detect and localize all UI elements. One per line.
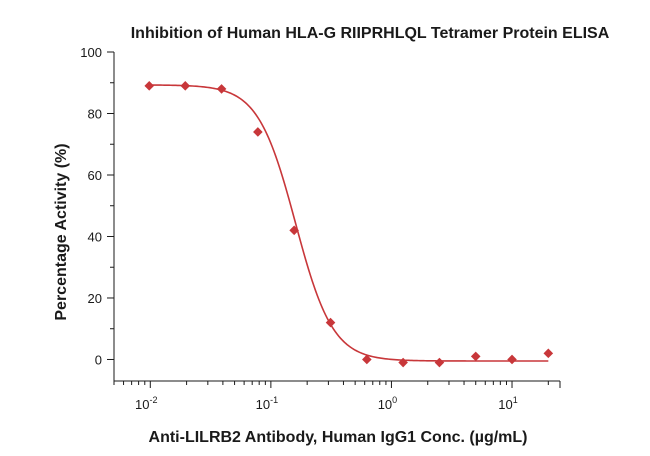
data-point [543,348,554,359]
y-tick-label: 80 [88,106,102,121]
data-point [507,354,517,365]
x-tick-label: 10-1 [256,395,278,412]
fit-curve-layer [149,84,549,362]
data-point [362,354,372,365]
data-point [216,84,227,94]
axes: 0 20 40 60 80 100 10-2 10-1 100 101 [80,45,561,412]
data-point [289,225,299,236]
x-tick-label: 101 [498,395,517,412]
data-point [398,357,408,368]
fit-curve [149,84,549,362]
data-points [144,81,554,368]
data-point [253,127,263,137]
y-tick-label: 100 [80,45,102,60]
data-point [180,81,191,91]
data-point [144,81,155,91]
data-point [325,317,336,328]
y-tick-label: 0 [95,352,102,367]
x-axis-label: Anti-LILRB2 Antibody, Human IgG1 Conc. (… [149,429,528,446]
chart-title: Inhibition of Human HLA-G RIIPRHLQL Tetr… [131,25,610,42]
y-tick-label: 20 [88,291,102,306]
x-tick-label: 100 [378,395,397,412]
data-point [470,351,481,362]
data-point [434,357,445,368]
y-axis-label: Percentage Activity (%) [53,143,70,320]
y-tick-label: 60 [88,168,102,183]
x-tick-label: 10-2 [135,395,157,412]
y-tick-label: 40 [88,229,102,244]
